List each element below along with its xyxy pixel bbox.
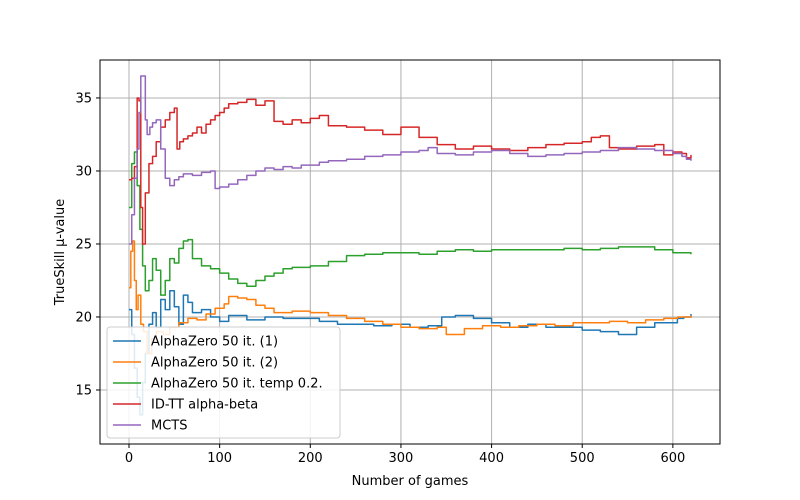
series-line-3 [129, 151, 692, 296]
plot-frame [99, 59, 721, 445]
legend-entry-label: AlphaZero 50 it. temp 0.2. [151, 377, 323, 392]
y-tick-label: 25 [75, 237, 92, 252]
x-tick-label: 500 [570, 451, 595, 466]
x-tick-label: 400 [479, 451, 504, 466]
x-tick-label: 600 [660, 451, 685, 466]
y-tick-label: 20 [75, 310, 92, 325]
legend-entry-label: AlphaZero 50 it. (2) [151, 356, 278, 371]
x-tick-label: 0 [125, 451, 133, 466]
y-axis-label: TrueSkill µ-value [53, 199, 68, 306]
y-tick-label: 30 [75, 164, 92, 179]
y-tick-label: 35 [75, 91, 92, 106]
x-tick-label: 300 [389, 451, 414, 466]
y-tick-label: 15 [75, 383, 92, 398]
x-axis-label: Number of games [352, 474, 469, 489]
x-tick-label: 200 [298, 451, 323, 466]
legend-entry-label: MCTS [151, 419, 188, 434]
axis-ticks: 0 100 200 300 400 500 600 15 20 25 30 35 [75, 91, 685, 466]
x-tick-label: 100 [207, 451, 232, 466]
legend: AlphaZero 50 it. (1) AlphaZero 50 it. (2)… [106, 326, 341, 439]
series-line-5 [129, 75, 692, 245]
series-line-1 [129, 289, 692, 416]
legend-entry-label: AlphaZero 50 it. (1) [151, 335, 278, 350]
legend-box [106, 326, 341, 439]
legend-entry-label: ID-TT alpha-beta [151, 398, 258, 413]
